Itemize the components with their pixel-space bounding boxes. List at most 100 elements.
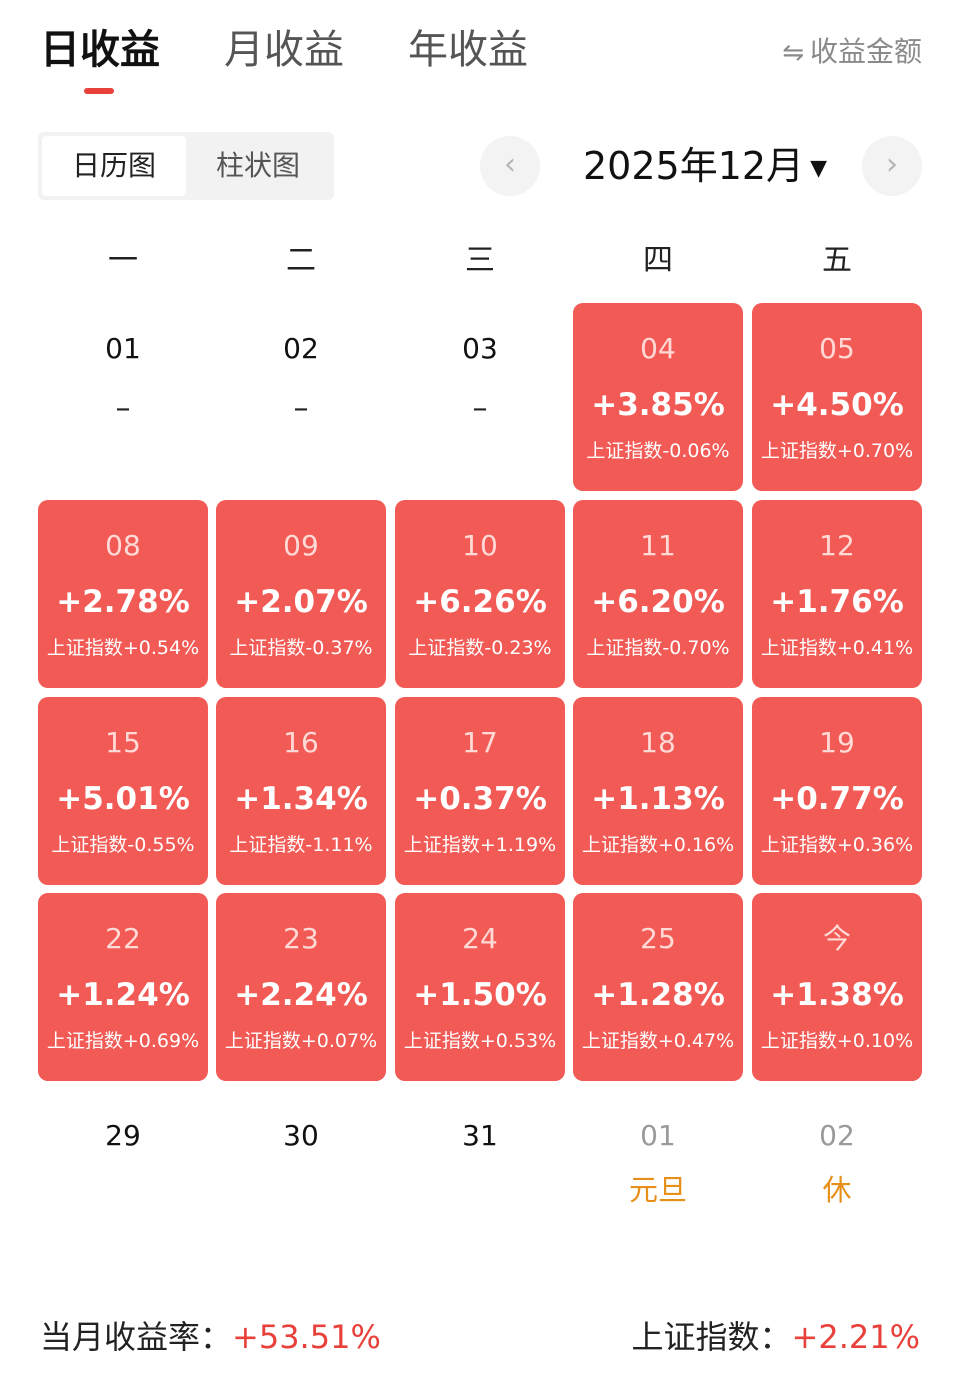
next-month-button[interactable]: › [862,136,922,196]
day-no-data: – [293,391,309,426]
calendar-day-cell[interactable]: 02 – [216,303,386,491]
calendar-day-cell[interactable]: 04 +3.85% 上证指数-0.06% [573,303,743,491]
day-number: 02 [819,1119,855,1152]
weekday-fri: 五 [822,243,852,278]
day-number: 09 [283,529,319,562]
day-no-data: – [115,391,131,426]
index-summary: 上证指数：+2.21% [632,1312,920,1362]
swap-icon: ⇋ [782,38,804,68]
previous-month-button[interactable]: ‹ [480,136,540,196]
day-index-change: 上证指数-0.23% [408,637,552,659]
day-index-change: 上证指数-0.06% [586,440,730,462]
bar-chart-view-button[interactable]: 柱状图 [215,149,300,182]
day-index-change: 上证指数+0.16% [581,834,735,856]
weekday-thu: 四 [643,243,673,278]
day-return: +2.07% [234,584,368,620]
day-return: +1.34% [234,781,368,817]
calendar-day-cell[interactable]: 今 +1.38% 上证指数+0.10% [752,893,922,1081]
day-number: 05 [819,332,855,365]
calendar-view-button[interactable]: 日历图 [42,136,186,196]
day-index-change: 上证指数+0.47% [581,1030,735,1052]
chevron-left-icon: ‹ [504,147,516,182]
day-return: +0.37% [413,781,547,817]
calendar-day-cell[interactable]: 25 +1.28% 上证指数+0.47% [573,893,743,1081]
day-return: +2.24% [234,977,368,1013]
calendar-day-cell[interactable]: 05 +4.50% 上证指数+0.70% [752,303,922,491]
calendar-day-cell[interactable]: 08 +2.78% 上证指数+0.54% [38,500,208,688]
day-return: +1.38% [770,977,904,1013]
calendar-day-cell[interactable]: 23 +2.24% 上证指数+0.07% [216,893,386,1081]
tab-daily-return[interactable]: 日收益 [40,27,160,73]
calendar-day-cell[interactable]: 18 +1.13% 上证指数+0.16% [573,697,743,885]
active-tab-indicator [84,88,114,94]
day-index-change: 上证指数+0.07% [224,1030,378,1052]
calendar-day-cell[interactable]: 10 +6.26% 上证指数-0.23% [395,500,565,688]
day-index-change: 上证指数-0.55% [51,834,195,856]
day-return: +1.76% [770,584,904,620]
day-holiday-label: 元旦 [628,1173,687,1207]
day-index-change: 上证指数+0.54% [46,637,200,659]
day-return: +1.28% [591,977,725,1013]
day-return: +0.77% [770,781,904,817]
calendar-day-cell[interactable]: 19 +0.77% 上证指数+0.36% [752,697,922,885]
day-number: 25 [640,922,676,955]
weekday-wed: 三 [465,243,495,278]
calendar-day-cell[interactable]: 24 +1.50% 上证指数+0.53% [395,893,565,1081]
month-return-label: 当月收益率： [40,1318,233,1356]
calendar-day-cell[interactable]: 12 +1.76% 上证指数+0.41% [752,500,922,688]
calendar-day-cell[interactable]: 31 [395,1090,565,1278]
day-number: 23 [283,922,319,955]
day-return: +1.13% [591,781,725,817]
calendar-day-cell[interactable]: 22 +1.24% 上证指数+0.69% [38,893,208,1081]
index-value: +2.21% [791,1318,920,1356]
day-return: +5.01% [56,781,190,817]
tab-monthly-return[interactable]: 月收益 [224,27,344,73]
day-number: 24 [462,922,498,955]
tab-yearly-return[interactable]: 年收益 [408,27,528,73]
calendar-day-cell[interactable]: 02 休 [752,1090,922,1278]
day-return: +6.20% [591,584,725,620]
day-index-change: 上证指数+0.70% [760,440,914,462]
weekday-mon: 一 [108,243,138,278]
day-number: 17 [462,726,498,759]
day-number: 29 [105,1119,141,1152]
day-number: 18 [640,726,676,759]
day-return: +2.78% [56,584,190,620]
calendar-day-cell[interactable]: 30 [216,1090,386,1278]
toggle-return-amount-label: 收益金额 [809,35,922,68]
day-number: 03 [462,332,498,365]
chevron-right-icon: › [886,147,898,182]
day-number: 30 [283,1119,319,1152]
day-number: 今 [822,922,851,955]
weekday-tue: 二 [286,243,316,278]
day-number: 11 [640,529,676,562]
day-return: +1.50% [413,977,547,1013]
day-index-change: 上证指数-0.70% [586,637,730,659]
calendar-day-cell[interactable]: 01 – [38,303,208,491]
toggle-return-amount-button[interactable]: ⇋ 收益金额 [782,32,922,73]
month-return-summary: 当月收益率：+53.51% [40,1312,381,1362]
calendar-day-cell[interactable]: 29 [38,1090,208,1278]
day-number: 04 [640,332,676,365]
calendar-day-cell[interactable]: 16 +1.34% 上证指数-1.11% [216,697,386,885]
month-return-value: +53.51% [232,1318,381,1356]
view-switch: 日历图 柱状图 [38,132,334,200]
day-number: 22 [105,922,141,955]
day-number: 10 [462,529,498,562]
month-title: 2025年12月 [583,144,805,188]
day-index-change: 上证指数+1.19% [403,834,557,856]
day-number: 01 [105,332,141,365]
calendar-day-cell[interactable]: 03 – [395,303,565,491]
day-return: +4.50% [770,387,904,423]
calendar-day-cell[interactable]: 15 +5.01% 上证指数-0.55% [38,697,208,885]
day-return: +3.85% [591,387,725,423]
calendar-day-cell[interactable]: 09 +2.07% 上证指数-0.37% [216,500,386,688]
calendar-day-cell[interactable]: 11 +6.20% 上证指数-0.70% [573,500,743,688]
day-number: 02 [283,332,319,365]
calendar-day-cell[interactable]: 01 元旦 [573,1090,743,1278]
index-label: 上证指数： [631,1318,792,1356]
day-index-change: 上证指数+0.41% [760,637,914,659]
day-return: +6.26% [413,584,547,620]
month-picker[interactable]: 2025年12月 ▼ [560,138,850,194]
calendar-day-cell[interactable]: 17 +0.37% 上证指数+1.19% [395,697,565,885]
